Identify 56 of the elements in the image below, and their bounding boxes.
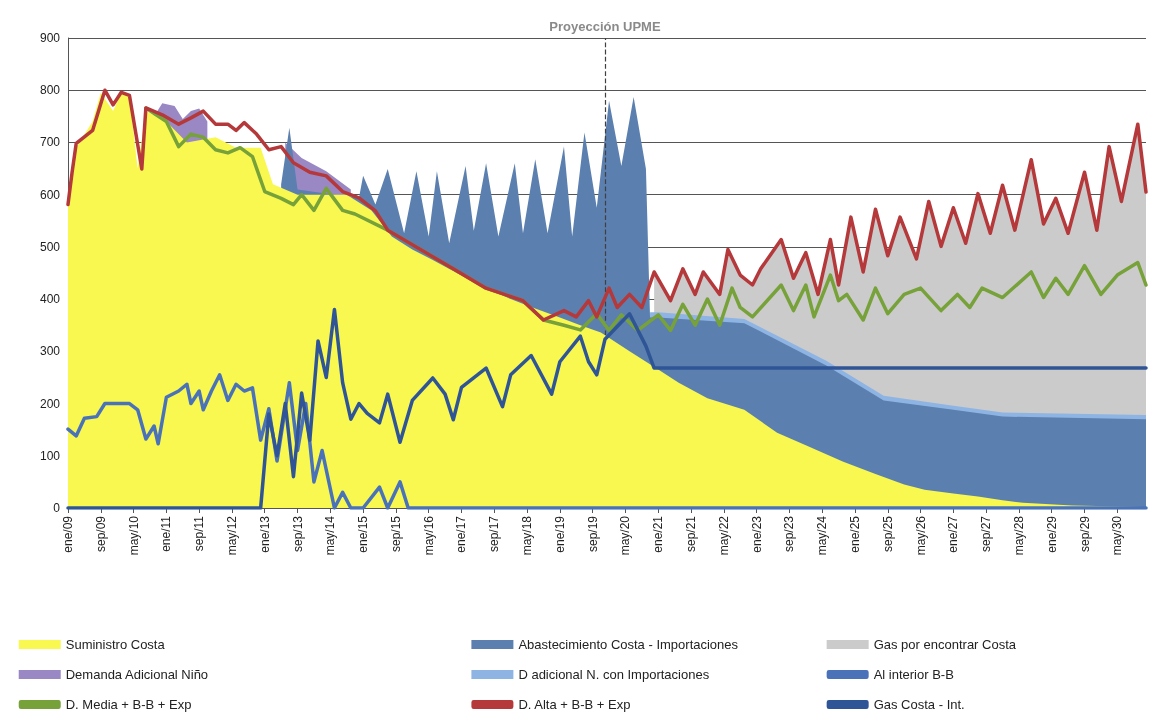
x-tick-label: ene/11 bbox=[159, 515, 174, 552]
x-tick-label: ene/13 bbox=[257, 515, 272, 553]
y-tick-label: 500 bbox=[39, 239, 61, 254]
x-tick-label: ene/19 bbox=[552, 515, 567, 553]
x-tick-label: may/22 bbox=[716, 515, 731, 556]
x-tick-label: may/14 bbox=[323, 515, 338, 556]
y-tick-label: 200 bbox=[39, 396, 61, 411]
x-tick-label: may/10 bbox=[126, 515, 141, 556]
y-tick-label: 0 bbox=[53, 501, 61, 515]
x-tick-label: sep/27 bbox=[979, 515, 994, 553]
y-tick-label: 400 bbox=[39, 292, 61, 307]
y-tick-label: 600 bbox=[39, 187, 61, 202]
x-tick-label: sep/17 bbox=[487, 515, 502, 553]
y-tick-label: 100 bbox=[39, 448, 61, 463]
legend-label: Gas por encontrar Costa bbox=[873, 637, 1017, 652]
x-tick-label: may/12 bbox=[224, 515, 239, 556]
x-tick-label: ene/09 bbox=[61, 515, 75, 553]
x-tick-label: may/26 bbox=[913, 515, 928, 556]
y-tick-label: 800 bbox=[39, 83, 61, 98]
x-tick-label: sep/15 bbox=[388, 515, 403, 553]
x-tick-label: may/18 bbox=[520, 515, 535, 556]
x-tick-label: ene/27 bbox=[946, 515, 961, 553]
x-tick-label: may/30 bbox=[1110, 515, 1125, 556]
x-tick-label: ene/15 bbox=[356, 515, 371, 553]
x-tick-label: sep/29 bbox=[1077, 515, 1092, 553]
legend-label: D adicional N. con Importaciones bbox=[518, 667, 710, 682]
legend-label: D. Alta + B-B + Exp bbox=[518, 697, 631, 712]
x-tick-label: may/28 bbox=[1011, 515, 1026, 556]
line-series bbox=[66, 88, 1148, 322]
legend-label: Gas Costa - Int. bbox=[873, 697, 965, 712]
x-tick-label: may/16 bbox=[421, 515, 436, 556]
x-tick-label: ene/21 bbox=[651, 515, 666, 553]
x-tick-label: ene/25 bbox=[847, 515, 862, 553]
legend-label: Al interior B-B bbox=[873, 667, 954, 682]
x-tick-label: sep/19 bbox=[585, 515, 600, 553]
x-tick-label: sep/21 bbox=[684, 515, 699, 553]
x-tick-label: may/20 bbox=[618, 515, 633, 556]
legend-label: Abastecimiento Costa - Importaciones bbox=[518, 637, 739, 652]
legend-label: Demanda Adicional Niño bbox=[65, 667, 209, 682]
ref-line-label: Proyección UPME bbox=[549, 19, 661, 34]
x-tick-label: ene/29 bbox=[1044, 515, 1059, 553]
x-tick-label: sep/23 bbox=[782, 515, 797, 553]
legend-label: Suministro Costa bbox=[65, 637, 166, 652]
y-tick-label: 300 bbox=[39, 344, 61, 359]
x-tick-label: ene/23 bbox=[749, 515, 764, 553]
line-series bbox=[66, 307, 1148, 510]
line-series bbox=[66, 373, 1148, 510]
x-tick-label: ene/17 bbox=[454, 515, 469, 553]
x-tick-label: may/24 bbox=[815, 515, 830, 556]
x-tick-label: sep/11 bbox=[192, 515, 207, 552]
x-tick-label: sep/25 bbox=[880, 515, 895, 553]
y-tick-label: 700 bbox=[39, 135, 61, 150]
x-tick-label: sep/13 bbox=[290, 515, 305, 553]
x-tick-label: sep/09 bbox=[93, 515, 108, 553]
legend-label: D. Media + B-B + Exp bbox=[65, 697, 192, 712]
y-tick-label: 900 bbox=[39, 31, 61, 45]
